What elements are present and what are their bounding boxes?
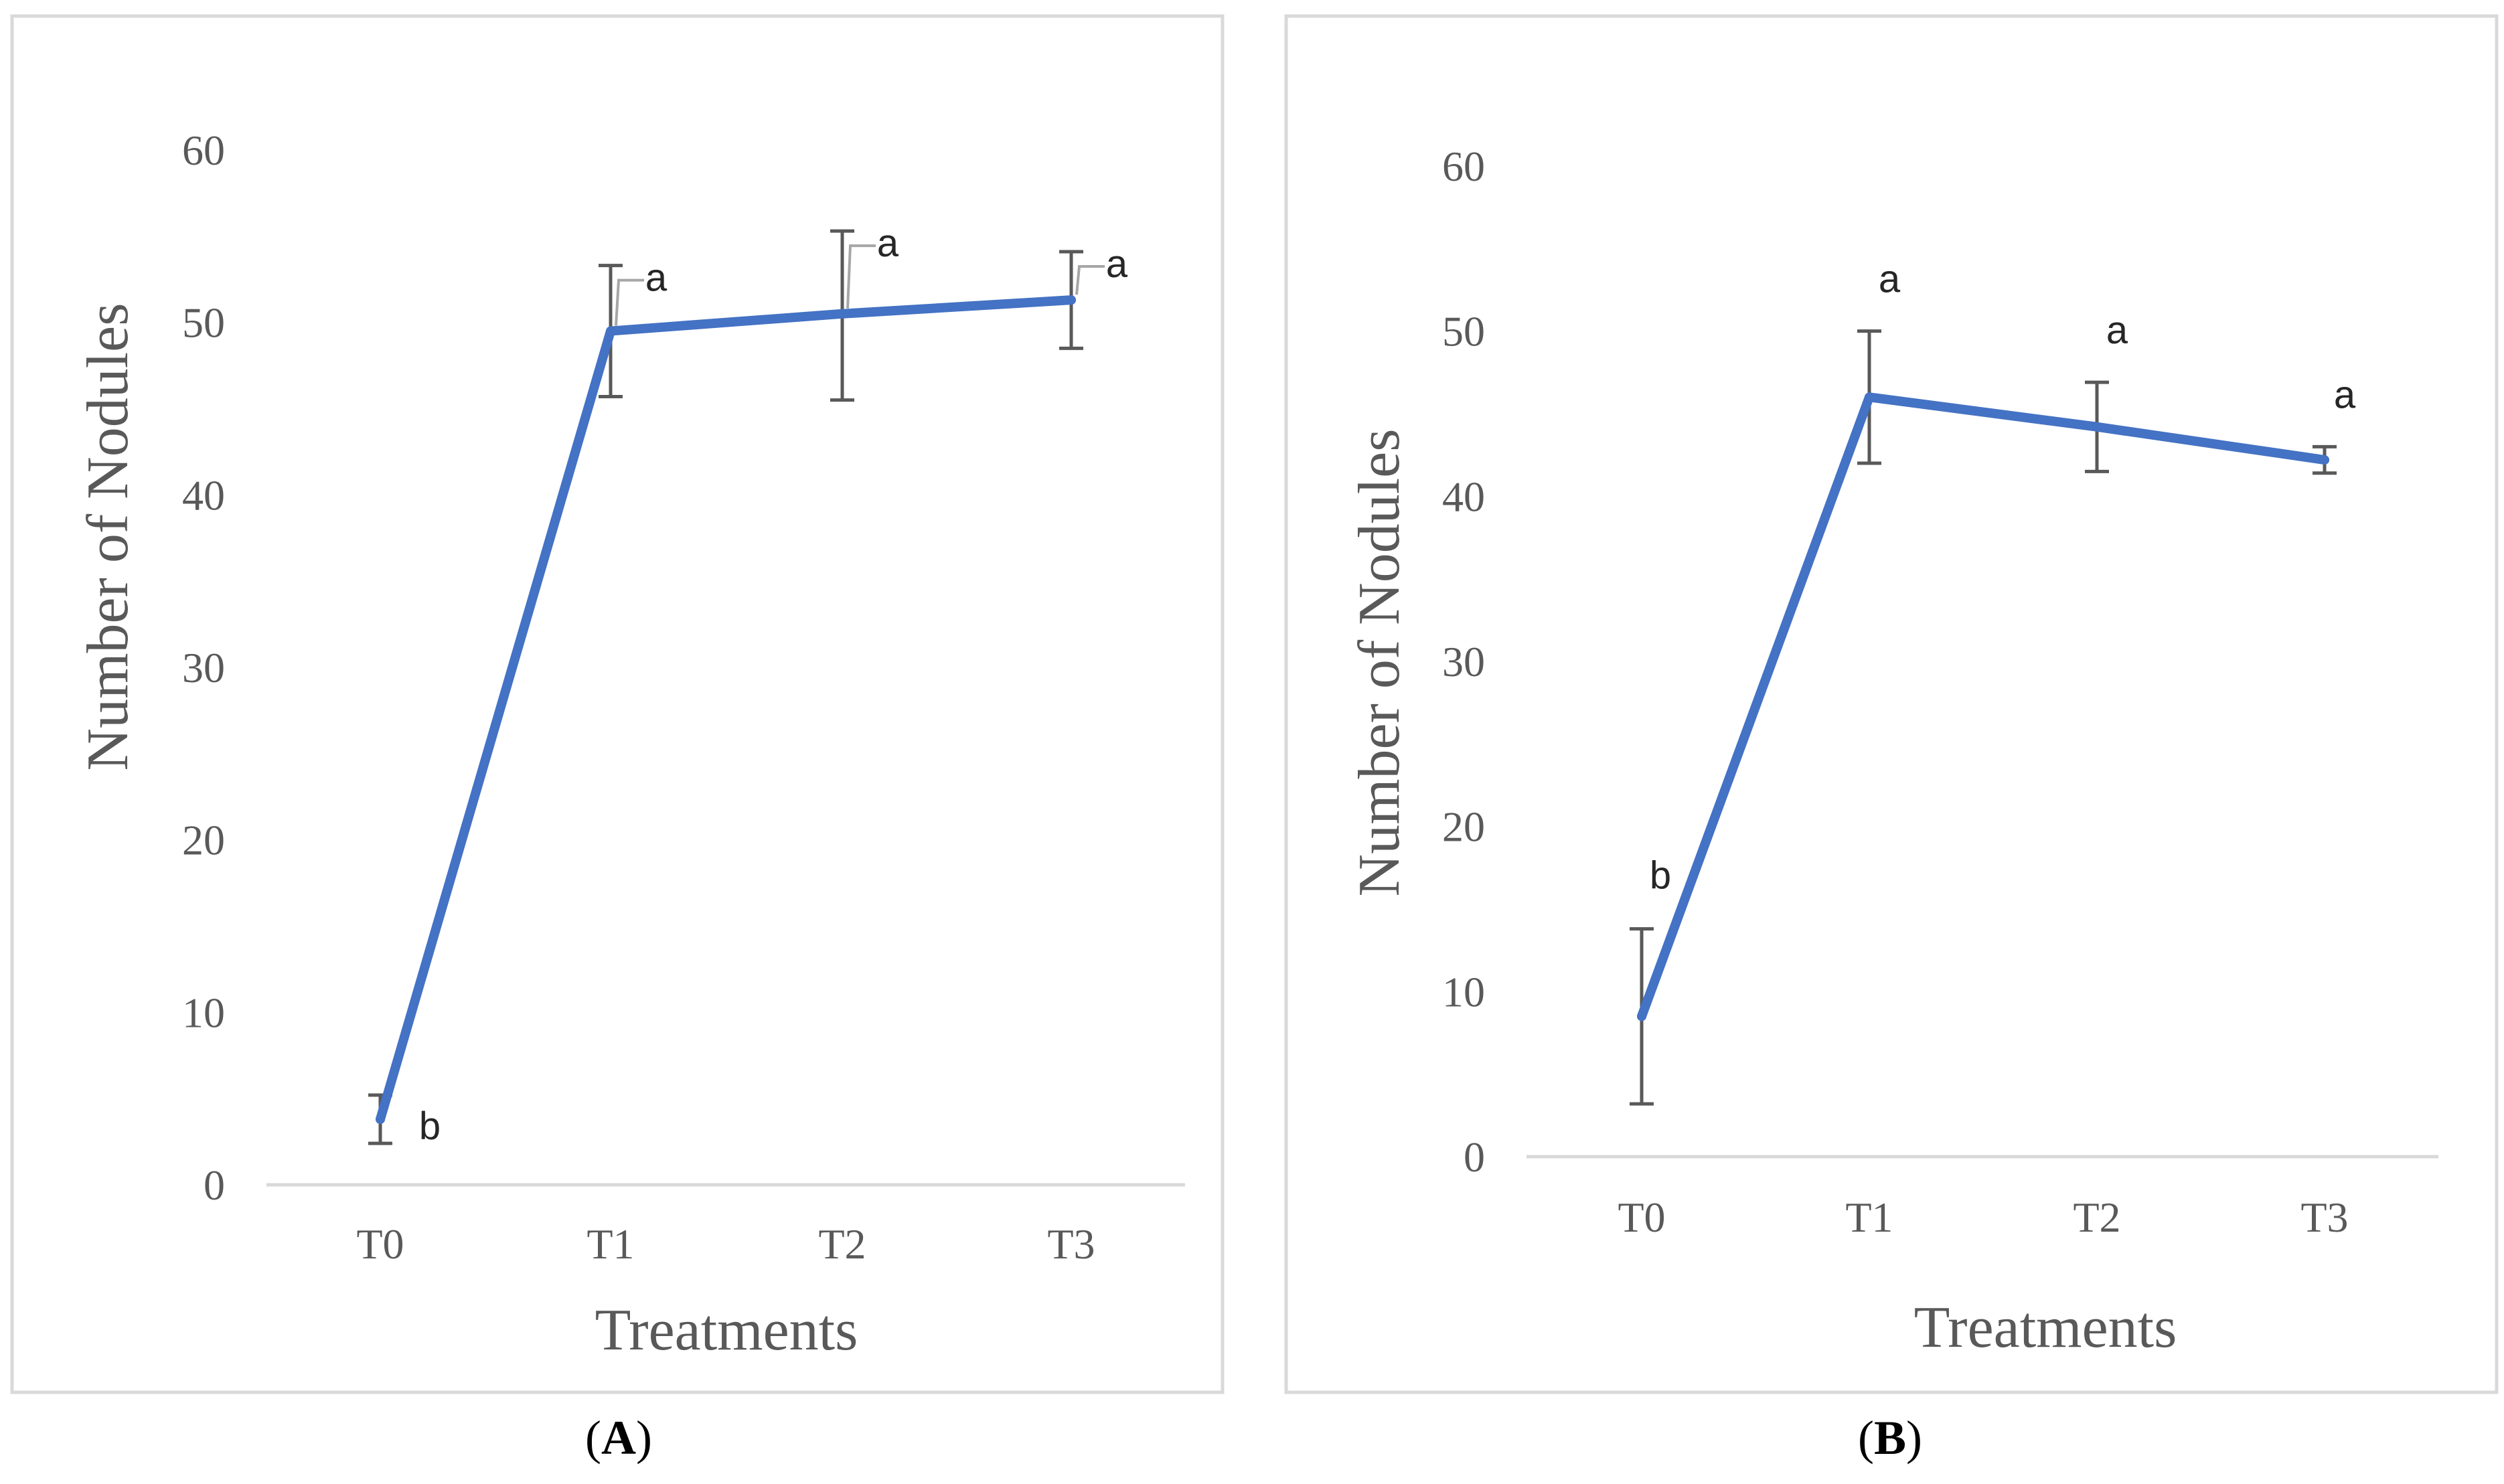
y-tick-label: 20 [1442, 803, 1485, 851]
y-tick-label: 10 [182, 989, 225, 1036]
y-tick-label: 40 [1442, 473, 1485, 520]
y-axis-title: Number of Nodules [1347, 429, 1412, 897]
x-tick-label: T3 [2300, 1193, 2348, 1241]
x-tick-label: T1 [1845, 1193, 1893, 1241]
x-tick-label: T3 [1047, 1220, 1095, 1268]
data-point [2092, 422, 2102, 432]
label-leader-line [846, 244, 876, 309]
panel-b-border [1284, 14, 2499, 1394]
series-line [376, 295, 1076, 1125]
series-line [1637, 392, 2329, 1021]
x-tick-label: T1 [586, 1220, 634, 1268]
x-tick-label: T2 [818, 1220, 866, 1268]
data-point [2320, 455, 2329, 465]
y-tick-label: 40 [182, 471, 225, 519]
y-tick-labels: 0 10 20 30 40 50 60 [182, 127, 225, 1209]
x-tick-labels: T0 T1 T2 T3 [356, 1220, 1095, 1268]
chart-a: 0 10 20 30 40 50 60 T0 T1 T2 T3 b a a a Number of No… [76, 127, 1185, 1363]
y-tick-label: 0 [1464, 1133, 1485, 1181]
x-axis-title: Treatments [1914, 1295, 2177, 1360]
panel-b-caption: (B) [1858, 1411, 1922, 1465]
y-tick-label: 10 [1442, 968, 1485, 1015]
y-tick-label: 50 [1442, 308, 1485, 355]
significance-label: a [645, 256, 668, 300]
data-point [1865, 392, 1874, 402]
data-point [376, 1115, 385, 1125]
y-tick-label: 30 [182, 644, 225, 691]
chart-b: 0 10 20 30 40 50 60 T0 T1 T2 T3 b a a a Number of No… [1347, 143, 2438, 1360]
y-tick-label: 20 [182, 817, 225, 864]
significance-label: a [1106, 242, 1128, 286]
significance-label: b [1650, 854, 1671, 898]
y-tick-labels: 0 10 20 30 40 50 60 [1442, 143, 1485, 1181]
x-tick-label: T0 [1618, 1193, 1665, 1241]
series-line-group [376, 295, 1076, 1125]
panel-a-border [10, 14, 1225, 1394]
significance-label: b [419, 1104, 441, 1148]
y-tick-label: 60 [182, 127, 225, 174]
data-point [1637, 1011, 1646, 1021]
significance-label: a [877, 222, 899, 265]
y-tick-label: 30 [1442, 638, 1485, 685]
x-axis-title: Treatments [595, 1298, 858, 1363]
significance-labels: b a a a [419, 222, 1128, 1148]
data-point [838, 309, 847, 319]
significance-label: a [1879, 258, 1901, 301]
x-tick-labels: T0 T1 T2 T3 [1618, 1193, 2348, 1241]
x-tick-label: T0 [356, 1220, 404, 1268]
y-tick-label: 50 [182, 299, 225, 347]
label-leader-line [1075, 265, 1105, 295]
significance-label: a [2334, 373, 2356, 416]
significance-labels: b a a a [1650, 258, 2356, 898]
significance-label: a [2106, 309, 2128, 352]
data-point [1067, 295, 1076, 305]
y-axis-title: Number of Nodules [76, 303, 141, 771]
label-leader-line [615, 278, 644, 326]
x-tick-label: T2 [2073, 1193, 2120, 1241]
panel-a-caption: (A) [585, 1411, 652, 1465]
y-tick-label: 0 [204, 1161, 225, 1209]
series-line-group [1637, 392, 2329, 1021]
data-point [606, 326, 615, 336]
y-tick-label: 60 [1442, 143, 1485, 190]
